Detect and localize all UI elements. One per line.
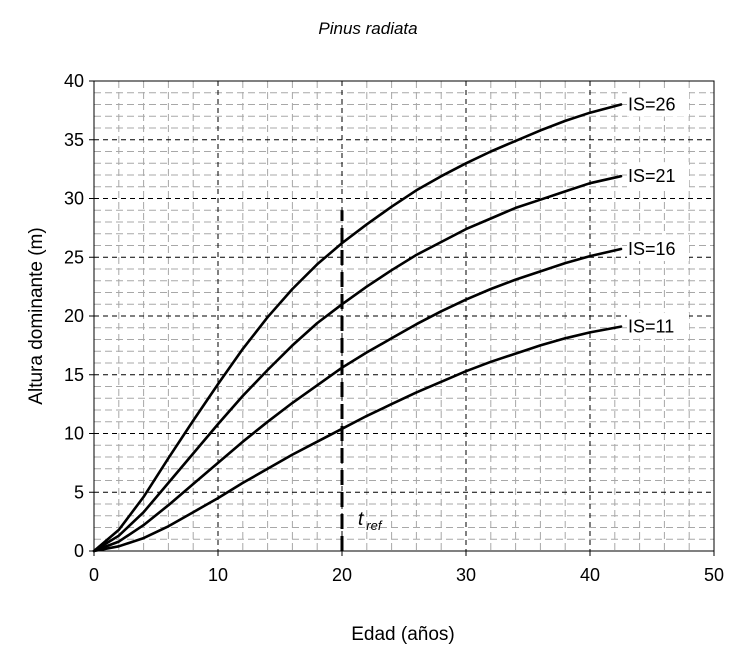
x-axis-title: Edad (años) — [351, 624, 455, 645]
x-tick-label: 20 — [332, 565, 352, 585]
y-tick-label: 35 — [64, 130, 84, 150]
x-axis-ticks: 0 10 20 30 40 50 — [89, 551, 724, 585]
x-tick-label: 0 — [89, 565, 99, 585]
y-tick-label: 5 — [74, 482, 84, 502]
x-tick-label: 10 — [208, 565, 228, 585]
y-tick-label: 30 — [64, 189, 84, 209]
series-label: IS=11 — [628, 317, 674, 337]
y-tick-label: 40 — [64, 71, 84, 91]
y-tick-label: 20 — [64, 306, 84, 326]
x-tick-label: 50 — [704, 565, 724, 585]
y-tick-label: 10 — [64, 424, 84, 444]
series-label: IS=21 — [628, 166, 676, 186]
reference-line-label: t ref — [358, 509, 383, 533]
y-axis-title: Altura dominante (m) — [26, 227, 47, 404]
chart-title: Pinus radiata — [318, 19, 417, 38]
y-tick-label: 15 — [64, 365, 84, 385]
y-axis-ticks: 0 5 10 15 20 25 30 35 40 — [64, 71, 94, 561]
series-label: IS=26 — [628, 95, 676, 115]
series-label: IS=16 — [628, 239, 676, 259]
y-tick-label: 0 — [74, 541, 84, 561]
x-tick-label: 30 — [456, 565, 476, 585]
y-tick-label: 25 — [64, 247, 84, 267]
x-tick-label: 40 — [580, 565, 600, 585]
